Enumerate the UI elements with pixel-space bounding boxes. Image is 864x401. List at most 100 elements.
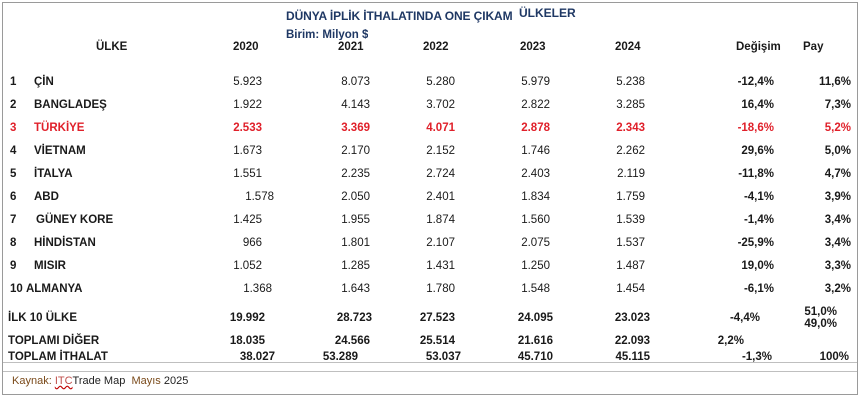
- cell-share: 3,4%: [824, 237, 851, 249]
- cell-2023: 1.548: [521, 283, 550, 295]
- cell-share: 5,2%: [824, 122, 851, 134]
- cell-change: 29,6%: [741, 145, 774, 157]
- cell-2023: 2.822: [521, 99, 550, 111]
- source-itc: ITC: [54, 375, 73, 387]
- header-country: ÜLKE: [96, 41, 128, 53]
- row-country: GÜNEY KORE: [36, 214, 114, 226]
- cell-2020: 1.922: [233, 99, 262, 111]
- cell-2022: 5.280: [426, 76, 455, 88]
- cell-change: -12,4%: [737, 76, 774, 88]
- cell-2024: 1.487: [616, 260, 645, 272]
- cell-change: 19,0%: [741, 260, 774, 272]
- cell-2023: 1.834: [521, 191, 550, 203]
- divider-line: [3, 362, 857, 363]
- header-2024: 2024: [615, 41, 641, 53]
- cell-2024: 2.119: [617, 168, 645, 180]
- cell-2022: 2.152: [426, 145, 455, 157]
- totals-2024: 23.023: [614, 312, 650, 324]
- totals-share: 51,0%: [804, 306, 837, 318]
- cell-share: 7,3%: [824, 99, 851, 111]
- cell-2024: 1.537: [616, 237, 645, 249]
- row-rank: 4: [10, 145, 17, 157]
- cell-2020: 5.923: [233, 76, 262, 88]
- cell-2022: 1.780: [426, 283, 455, 295]
- source-label: Kaynak:: [12, 375, 52, 387]
- cell-2022: 2.401: [426, 191, 455, 203]
- cell-2021: 2.235: [341, 168, 370, 180]
- cell-2020: 966: [242, 237, 262, 249]
- row-country: ALMANYA: [26, 283, 83, 295]
- cell-2020: 1.425: [233, 214, 262, 226]
- header-2021: 2021: [338, 41, 364, 53]
- source-month: Mayıs: [131, 375, 161, 387]
- cell-2020: 1.368: [243, 283, 272, 295]
- row-country: VİETNAM: [34, 145, 86, 157]
- totals-share: 100%: [819, 351, 849, 363]
- cell-2021: 2.170: [341, 145, 370, 157]
- cell-2023: 5.979: [521, 76, 550, 88]
- cell-2020: 1.578: [245, 191, 274, 203]
- row-rank: 3: [10, 122, 17, 134]
- cell-2022: 3.702: [426, 99, 455, 111]
- totals-2022: 53.037: [425, 351, 461, 363]
- table-title-continued: ÜLKELER: [519, 6, 576, 20]
- cell-2021: 1.643: [341, 283, 370, 295]
- header-2022: 2022: [423, 41, 449, 53]
- table-title: DÜNYA İPLİK İTHALATINDA ONE ÇIKAM: [286, 9, 513, 23]
- totals-2022: 27.523: [419, 312, 455, 324]
- cell-2022: 1.431: [426, 260, 455, 272]
- header-2023: 2023: [520, 41, 546, 53]
- row-rank: 7: [10, 214, 17, 226]
- row-country: BANGLADEŞ: [34, 99, 107, 111]
- header-2020: 2020: [233, 41, 259, 53]
- cell-2021: 1.955: [341, 214, 370, 226]
- totals-2022: 25.514: [419, 335, 455, 347]
- cell-2024: 1.759: [616, 191, 645, 203]
- totals-2020: 38.027: [239, 351, 275, 363]
- cell-change: -11,8%: [738, 168, 774, 180]
- cell-2021: 2.050: [341, 191, 370, 203]
- row-rank: 2: [10, 99, 17, 111]
- source-trade-map: Trade Map: [72, 375, 126, 387]
- cell-2022: 4.071: [426, 122, 455, 134]
- row-country: ÇİN: [34, 76, 54, 88]
- row-country: İTALYA: [34, 168, 73, 180]
- row-rank: 10: [10, 283, 23, 295]
- cell-2020: 2.533: [233, 122, 262, 134]
- table-frame: [2, 2, 858, 395]
- cell-2024: 3.285: [616, 99, 645, 111]
- cell-share: 3,2%: [824, 283, 851, 295]
- totals-2021: 24.566: [334, 335, 370, 347]
- cell-change: -18,6%: [737, 122, 774, 134]
- cell-2022: 2.724: [426, 168, 455, 180]
- cell-change: 16,4%: [741, 99, 774, 111]
- cell-change: -25,9%: [737, 237, 774, 249]
- cell-share: 3,3%: [824, 260, 851, 272]
- totals-2023: 24.095: [517, 312, 553, 324]
- totals-2023: 21.616: [517, 335, 553, 347]
- cell-2021: 3.369: [341, 122, 370, 134]
- unit-label: Birim: Milyon $: [286, 29, 369, 40]
- cell-2020: 1.551: [233, 168, 262, 180]
- cell-2020: 1.052: [233, 260, 262, 272]
- cell-share: 4,7%: [824, 168, 851, 180]
- source-year: 2025: [163, 375, 189, 387]
- row-rank: 1: [10, 76, 17, 88]
- totals-change: -1,3%: [741, 351, 772, 363]
- cell-2023: 2.878: [521, 122, 550, 134]
- totals-change: -4,4%: [729, 312, 760, 324]
- cell-2021: 8.073: [341, 76, 370, 88]
- cell-change: -4,1%: [743, 191, 774, 203]
- row-rank: 9: [10, 260, 17, 272]
- cell-2020: 1.673: [233, 145, 262, 157]
- cell-2023: 1.250: [521, 260, 550, 272]
- cell-2024: 2.343: [616, 122, 645, 134]
- totals-2021: 28.723: [336, 312, 372, 324]
- cell-share: 3,4%: [824, 214, 851, 226]
- cell-2023: 2.403: [521, 168, 550, 180]
- totals-2023: 45.710: [517, 351, 553, 363]
- cell-share: 11,6%: [819, 76, 851, 88]
- totals-2024: 45.115: [615, 351, 650, 363]
- cell-2023: 1.560: [521, 214, 550, 226]
- totals-label: İLK 10 ÜLKE: [8, 312, 78, 324]
